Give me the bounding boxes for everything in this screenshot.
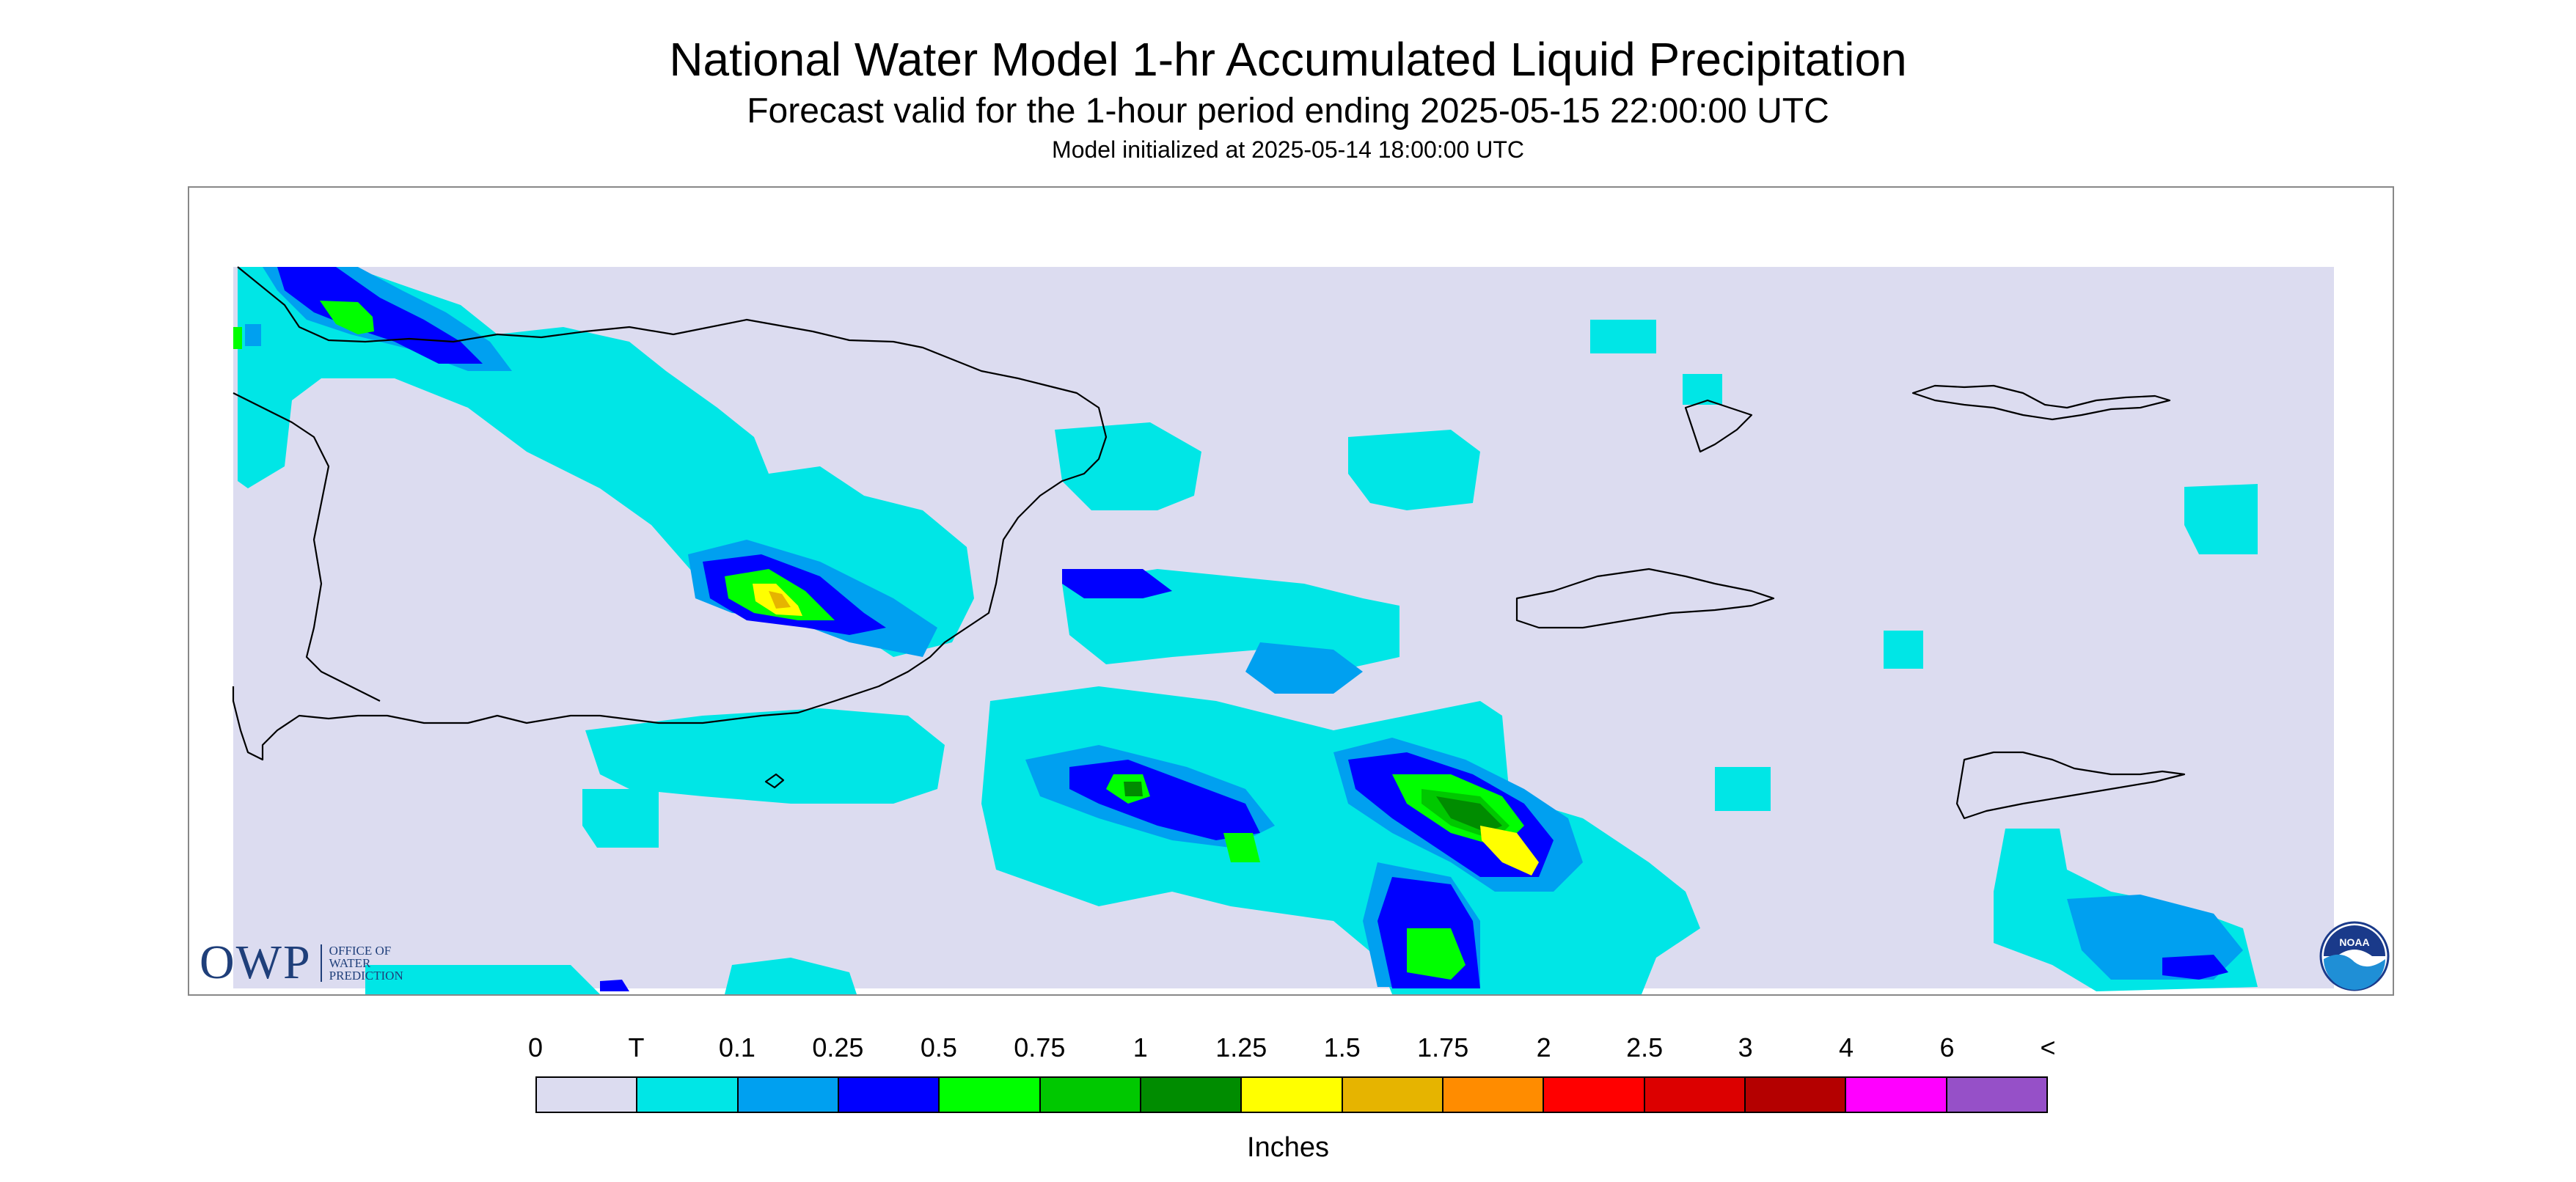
noaa-logo-bottom — [2324, 954, 2385, 990]
precip-area — [233, 327, 242, 349]
precip-area — [1348, 430, 1480, 510]
colorbar-cell — [1141, 1078, 1243, 1112]
precip-area — [1590, 320, 1656, 353]
page-title: National Water Model 1-hr Accumulated Li… — [669, 33, 1907, 86]
colorbar-cell — [1544, 1078, 1645, 1112]
colorbar-cell — [637, 1078, 739, 1112]
precip-area — [2162, 955, 2228, 980]
colorbar-cell — [1745, 1078, 1847, 1112]
precip-area — [1480, 826, 1539, 876]
owp-subtitle: OFFICE OF WATER PREDICTION — [320, 943, 403, 983]
colorbar-tick-label: 3 — [1738, 1032, 1753, 1062]
colorbar-tick-label: 1.5 — [1323, 1032, 1361, 1062]
colorbar-tick-label: 0 — [527, 1032, 544, 1062]
colorbar-tick-label: 1.25 — [1215, 1032, 1267, 1062]
owp-line: PREDICTION — [329, 968, 403, 983]
owp-line: WATER — [329, 955, 371, 970]
colorbar-cell — [1040, 1078, 1141, 1112]
colorbar-tick-label: 1 — [1133, 1032, 1148, 1062]
map-frame — [188, 186, 2394, 996]
colorbar-cell — [738, 1078, 839, 1112]
precip-area — [1436, 796, 1502, 833]
colorbar-tick-label: 6 — [1939, 1032, 1955, 1062]
precip-area — [2184, 484, 2258, 554]
units-label: Inches — [1247, 1132, 1329, 1163]
owp-line: OFFICE OF — [329, 943, 392, 958]
precip-area — [1884, 631, 1923, 669]
model-init-text: Model initialized at 2025-05-14 18:00:00… — [1052, 136, 1524, 163]
colorbar-cell — [1242, 1078, 1343, 1112]
precip-area — [320, 301, 374, 334]
noaa-logo: NOAA — [2319, 921, 2390, 991]
colorbar-cell — [1443, 1078, 1545, 1112]
colorbar-tick-label: 2 — [1536, 1032, 1551, 1062]
precip-area — [582, 789, 659, 848]
precip-area — [365, 965, 600, 994]
colorbar-tick-label: 0.75 — [1014, 1032, 1066, 1062]
precip-area — [585, 708, 945, 804]
colorbar-cell — [537, 1078, 638, 1112]
precip-area — [1223, 833, 1260, 862]
precip-area — [1245, 642, 1363, 694]
colorbar-cell — [1644, 1078, 1746, 1112]
coastline-puerto-rico — [1515, 568, 1775, 629]
precip-area — [245, 324, 261, 346]
precip-1.5-areas — [769, 591, 791, 609]
precip-area — [600, 980, 629, 991]
coastline-jamaica-like — [1955, 751, 2186, 820]
precip-area — [1715, 767, 1771, 811]
colorbar-tick-label: 1.75 — [1417, 1032, 1469, 1062]
colorbar-tick-label: T — [628, 1032, 645, 1062]
coastline-islet — [764, 773, 785, 789]
precip-area — [725, 958, 857, 994]
colorbar-tick-label: 2.5 — [1626, 1032, 1664, 1062]
coastline-virgin-islands — [1911, 384, 2171, 421]
colorbar-tick-label: 0.25 — [812, 1032, 864, 1062]
noaa-logo-text: NOAA — [2339, 936, 2369, 948]
forecast-valid-subtitle: Forecast valid for the 1-hour period end… — [747, 92, 1829, 131]
owp-logo: OWP OFFICE OF WATER PREDICTION — [200, 937, 403, 988]
colorbar-tick-label: 0.1 — [718, 1032, 755, 1062]
precip-area — [1124, 782, 1143, 796]
precipitation-map — [232, 266, 2334, 994]
colorbar — [535, 1076, 2048, 1113]
precip-1-areas — [1124, 782, 1502, 833]
colorbar-cell — [1342, 1078, 1443, 1112]
coastlines — [232, 266, 2186, 820]
precip-area — [1407, 928, 1466, 980]
precip-area — [1683, 374, 1722, 405]
colorbar-tick-label: 4 — [1839, 1032, 1854, 1062]
coastline-hispaniola — [232, 266, 1108, 761]
colorbar-tick-label: < — [2040, 1032, 2056, 1062]
colorbar-cell — [1947, 1078, 2046, 1112]
colorbar-tick-label: 0.5 — [920, 1032, 957, 1062]
colorbar-cell — [940, 1078, 1041, 1112]
precip-area — [1055, 422, 1201, 510]
colorbar-cell — [838, 1078, 940, 1112]
precip-area — [1062, 569, 1172, 598]
noaa-logo-top — [2324, 925, 2385, 956]
map-background-gap — [233, 988, 2334, 994]
coastline-island-small — [1684, 399, 1753, 453]
precip-area — [769, 591, 791, 609]
colorbar-cell — [1846, 1078, 1947, 1112]
coastline-hispaniola-west — [233, 392, 381, 702]
owp-letters: OWP — [200, 936, 312, 989]
